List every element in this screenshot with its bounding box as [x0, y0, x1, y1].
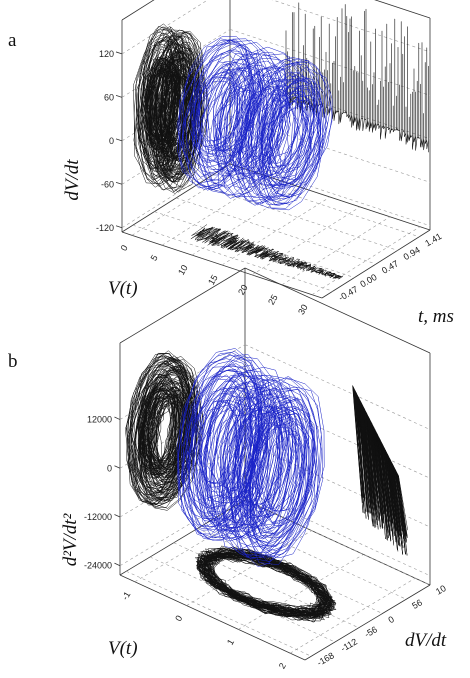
- trajectory: [125, 350, 204, 511]
- z-tick-label: -24000: [84, 561, 112, 571]
- grid-line: [154, 211, 355, 278]
- tick-mark: [114, 465, 121, 469]
- y-tick-label: 56: [410, 597, 424, 611]
- y-tick-label: 0.47: [380, 258, 400, 275]
- x-tick-label: -1: [120, 590, 133, 602]
- y-tick-label: -56: [363, 624, 379, 639]
- x-tick-label: 25: [266, 293, 280, 307]
- box-edge: [119, 267, 246, 344]
- x-tick-label: 0: [119, 243, 130, 252]
- grid-line: [197, 528, 383, 614]
- axis-title: dV/dt: [62, 159, 83, 201]
- z-tick-label: 0: [109, 136, 114, 146]
- axis-title: V(t): [108, 278, 138, 299]
- y-tick-label: 0.94: [402, 245, 422, 262]
- tick-mark: [115, 138, 123, 142]
- box-edge: [244, 267, 431, 354]
- z-tick-label: 0: [107, 463, 112, 473]
- y-tick-label: 0: [387, 614, 396, 625]
- x-tick-label: 5: [149, 253, 160, 262]
- tick-mark: [114, 416, 121, 420]
- grid-line: [132, 224, 333, 292]
- trajectory: [194, 545, 337, 623]
- grid-line: [244, 490, 431, 576]
- axis-title: dV/dt: [405, 630, 447, 651]
- axis-title: d²V/dt²: [60, 513, 81, 566]
- y-tick-label: 10: [434, 583, 448, 597]
- grid-line: [229, 29, 431, 96]
- z-tick-label: -120: [96, 223, 114, 233]
- z-tick-label: -60: [101, 179, 114, 189]
- tick-mark: [115, 95, 123, 98]
- x-tick-label: 30: [296, 303, 310, 317]
- grid-line: [119, 490, 246, 566]
- grid-line: [238, 554, 364, 630]
- box-edge: [121, 0, 155, 21]
- z-tick-label: -12000: [84, 512, 112, 522]
- grid-line: [229, 159, 431, 227]
- panel-label: b: [8, 351, 18, 372]
- box-edge: [119, 574, 306, 661]
- trajectory: [133, 23, 210, 194]
- axis-title: V(t): [108, 638, 138, 659]
- y-tick-label: -112: [339, 636, 359, 653]
- x-tick-label: 1: [225, 637, 236, 646]
- axis-title: t, ms: [418, 306, 454, 327]
- x-tick-label: 10: [176, 263, 190, 277]
- grid-line: [271, 0, 431, 53]
- x-tick-label: 2: [277, 661, 288, 670]
- grid-line: [126, 570, 312, 657]
- tick-mark: [115, 181, 123, 185]
- box-edge: [374, 0, 431, 19]
- grid-line: [221, 513, 407, 600]
- grid-line: [244, 344, 431, 430]
- y-tick-label: 1.41: [423, 231, 443, 248]
- grid-line: [149, 556, 336, 643]
- x-tick-label: 20: [236, 283, 250, 297]
- tick-mark: [115, 225, 123, 229]
- trajectory: [190, 224, 344, 280]
- tick-mark: [114, 562, 121, 567]
- z-tick-label: 12000: [87, 415, 112, 425]
- x-tick-label: 15: [206, 273, 220, 287]
- tick-mark: [114, 514, 121, 518]
- grid-line: [197, 184, 398, 251]
- grid-line: [244, 499, 431, 586]
- grid-line: [244, 393, 431, 479]
- y-tick-label: -168: [315, 650, 336, 668]
- box-edge: [304, 584, 431, 661]
- z-tick-label: 120: [99, 49, 114, 59]
- trajectory: [176, 348, 325, 567]
- grid-line: [219, 170, 420, 238]
- tick-mark: [115, 51, 123, 55]
- grid-line: [290, 577, 416, 654]
- z-tick-label: 60: [104, 92, 114, 102]
- grid-line: [229, 116, 431, 183]
- trajectory: [352, 385, 408, 556]
- panel-label: a: [8, 30, 17, 51]
- y-tick-label: 0.00: [358, 272, 378, 289]
- grid-line: [175, 197, 377, 265]
- grid-line: [134, 506, 260, 583]
- trajectory: [176, 35, 333, 211]
- x-tick-label: 0: [173, 614, 184, 623]
